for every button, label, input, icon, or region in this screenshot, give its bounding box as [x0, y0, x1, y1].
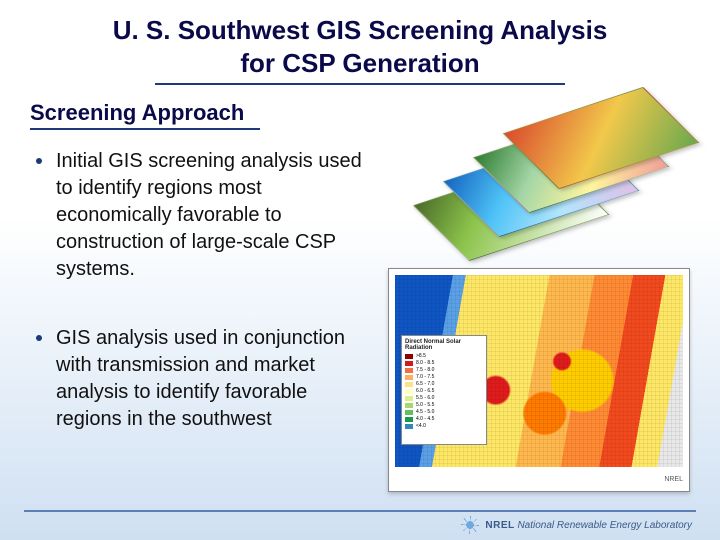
legend-row: >8.5 — [405, 353, 483, 359]
legend-label: 6.0 - 6.5 — [416, 388, 434, 394]
title-line-2: for CSP Generation — [240, 48, 479, 78]
bullet-item: Initial GIS screening analysis used to i… — [36, 148, 366, 283]
footer-rule — [24, 510, 696, 512]
legend-row: 4.0 - 4.5 — [405, 416, 483, 422]
logo-full: National Renewable Energy Laboratory — [517, 520, 692, 531]
solar-radiation-map: Direct Normal Solar Radiation >8.58.0 - … — [388, 268, 690, 492]
logo-acronym: NREL — [485, 520, 514, 531]
legend-swatch-icon — [405, 410, 413, 415]
footer-logo: NREL National Renewable Energy Laborator… — [461, 516, 692, 534]
legend-swatch-icon — [405, 382, 413, 387]
legend-rows: >8.58.0 - 8.57.5 - 8.07.0 - 7.56.5 - 7.0… — [405, 353, 483, 429]
legend-row: 6.0 - 6.5 — [405, 388, 483, 394]
legend-label: 5.5 - 6.0 — [416, 395, 434, 401]
bullet-list: Initial GIS screening analysis used to i… — [36, 148, 366, 475]
bullet-item: GIS analysis used in conjunction with tr… — [36, 325, 366, 433]
bullet-dot-icon — [36, 335, 42, 341]
legend-swatch-icon — [405, 375, 413, 380]
legend-label: >8.5 — [416, 353, 426, 359]
legend-label: 5.0 - 5.5 — [416, 402, 434, 408]
bullet-text: Initial GIS screening analysis used to i… — [56, 148, 366, 283]
map-footer: NREL — [395, 471, 683, 487]
legend-title: Direct Normal Solar Radiation — [405, 339, 483, 351]
gis-layers-graphic — [410, 100, 690, 250]
legend-row: <4.0 — [405, 423, 483, 429]
legend-row: 7.5 - 8.0 — [405, 367, 483, 373]
legend-row: 6.5 - 7.0 — [405, 381, 483, 387]
legend-label: <4.0 — [416, 423, 426, 429]
map-legend: Direct Normal Solar Radiation >8.58.0 - … — [401, 335, 487, 445]
legend-row: 7.0 - 7.5 — [405, 374, 483, 380]
map-footer-right: NREL — [664, 476, 683, 483]
legend-row: 5.0 - 5.5 — [405, 402, 483, 408]
legend-label: 6.5 - 7.0 — [416, 381, 434, 387]
title-line-1: U. S. Southwest GIS Screening Analysis — [113, 15, 608, 45]
legend-swatch-icon — [405, 389, 413, 394]
bullet-text: GIS analysis used in conjunction with tr… — [56, 325, 366, 433]
sunburst-icon — [461, 516, 479, 534]
footer-logo-text: NREL National Renewable Energy Laborator… — [485, 520, 692, 531]
section-heading: Screening Approach — [30, 100, 244, 126]
bullet-dot-icon — [36, 158, 42, 164]
legend-swatch-icon — [405, 368, 413, 373]
legend-swatch-icon — [405, 403, 413, 408]
legend-swatch-icon — [405, 417, 413, 422]
legend-row: 4.5 - 5.0 — [405, 409, 483, 415]
legend-row: 5.5 - 6.0 — [405, 395, 483, 401]
legend-swatch-icon — [405, 424, 413, 429]
section-heading-underline — [30, 128, 260, 130]
legend-label: 4.5 - 5.0 — [416, 409, 434, 415]
legend-swatch-icon — [405, 396, 413, 401]
slide: U. S. Southwest GIS Screening Analysis f… — [0, 0, 720, 540]
legend-row: 8.0 - 8.5 — [405, 360, 483, 366]
title-underline — [155, 83, 565, 85]
legend-swatch-icon — [405, 361, 413, 366]
legend-label: 7.5 - 8.0 — [416, 367, 434, 373]
legend-label: 7.0 - 7.5 — [416, 374, 434, 380]
slide-title: U. S. Southwest GIS Screening Analysis f… — [0, 0, 720, 79]
legend-swatch-icon — [405, 354, 413, 359]
legend-label: 4.0 - 4.5 — [416, 416, 434, 422]
legend-label: 8.0 - 8.5 — [416, 360, 434, 366]
